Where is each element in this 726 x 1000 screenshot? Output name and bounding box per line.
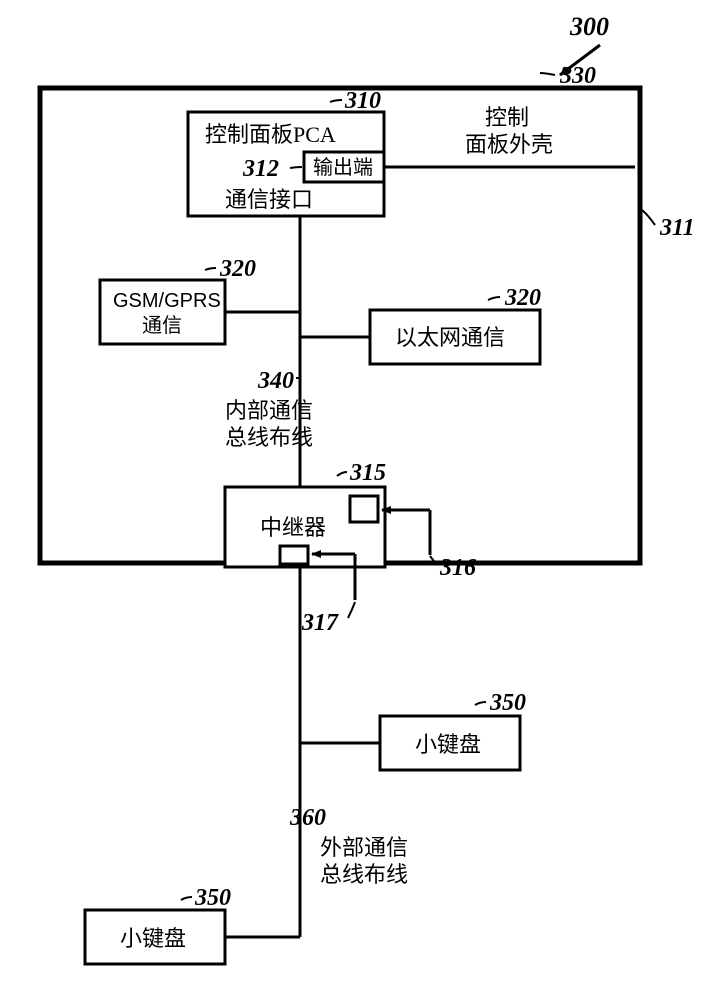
leader-312 [290,167,302,168]
leader-317-curve [348,602,355,618]
ref-316: 316 [439,555,476,581]
external-bus-2: 总线布线 [320,862,408,887]
ref-330: 330 [559,63,596,89]
leader-315 [337,472,347,476]
leader-350b [181,897,192,900]
ref-350b: 350 [194,885,231,911]
ref-360: 360 [289,805,326,831]
keypad2-label: 小键盘 [120,926,186,951]
enclosure-label-2: 面板外壳 [465,132,553,157]
leader-311 [642,210,655,225]
leader-350a [475,702,486,705]
leader-330 [540,73,555,75]
enclosure-label-1: 控制 [485,105,529,130]
keypad1-label: 小键盘 [415,732,481,757]
internal-bus-2: 总线布线 [225,425,313,450]
ref-315: 315 [349,460,386,486]
internal-bus-1: 内部通信 [225,398,313,423]
ethernet-label: 以太网通信 [395,325,505,350]
ref-320b: 320 [504,285,541,311]
ref-300: 300 [569,12,609,41]
leader-310 [330,100,342,102]
repeater-label: 中继器 [260,515,326,540]
block-diagram: 300 330 控制 面板外壳 311 控制面板PCA 通信接口 310 输出端… [0,0,726,1000]
output-label: 输出端 [313,156,373,179]
ref-340: 340 [257,368,294,394]
gsm-label-2: 通信 [142,314,182,337]
ref-350a: 350 [489,690,526,716]
ref-311: 311 [659,215,695,241]
ref-310: 310 [344,88,381,114]
ref-320a: 320 [219,256,256,282]
leader-320a [205,268,216,270]
comm-interface-label: 通信接口 [225,187,313,212]
ref-312: 312 [242,156,279,182]
leader-320b [488,297,500,300]
gsm-label-1: GSM/GPRS [113,290,221,312]
external-bus-1: 外部通信 [320,835,408,860]
ref-317: 317 [301,610,339,636]
pca-label: 控制面板PCA [205,122,336,147]
